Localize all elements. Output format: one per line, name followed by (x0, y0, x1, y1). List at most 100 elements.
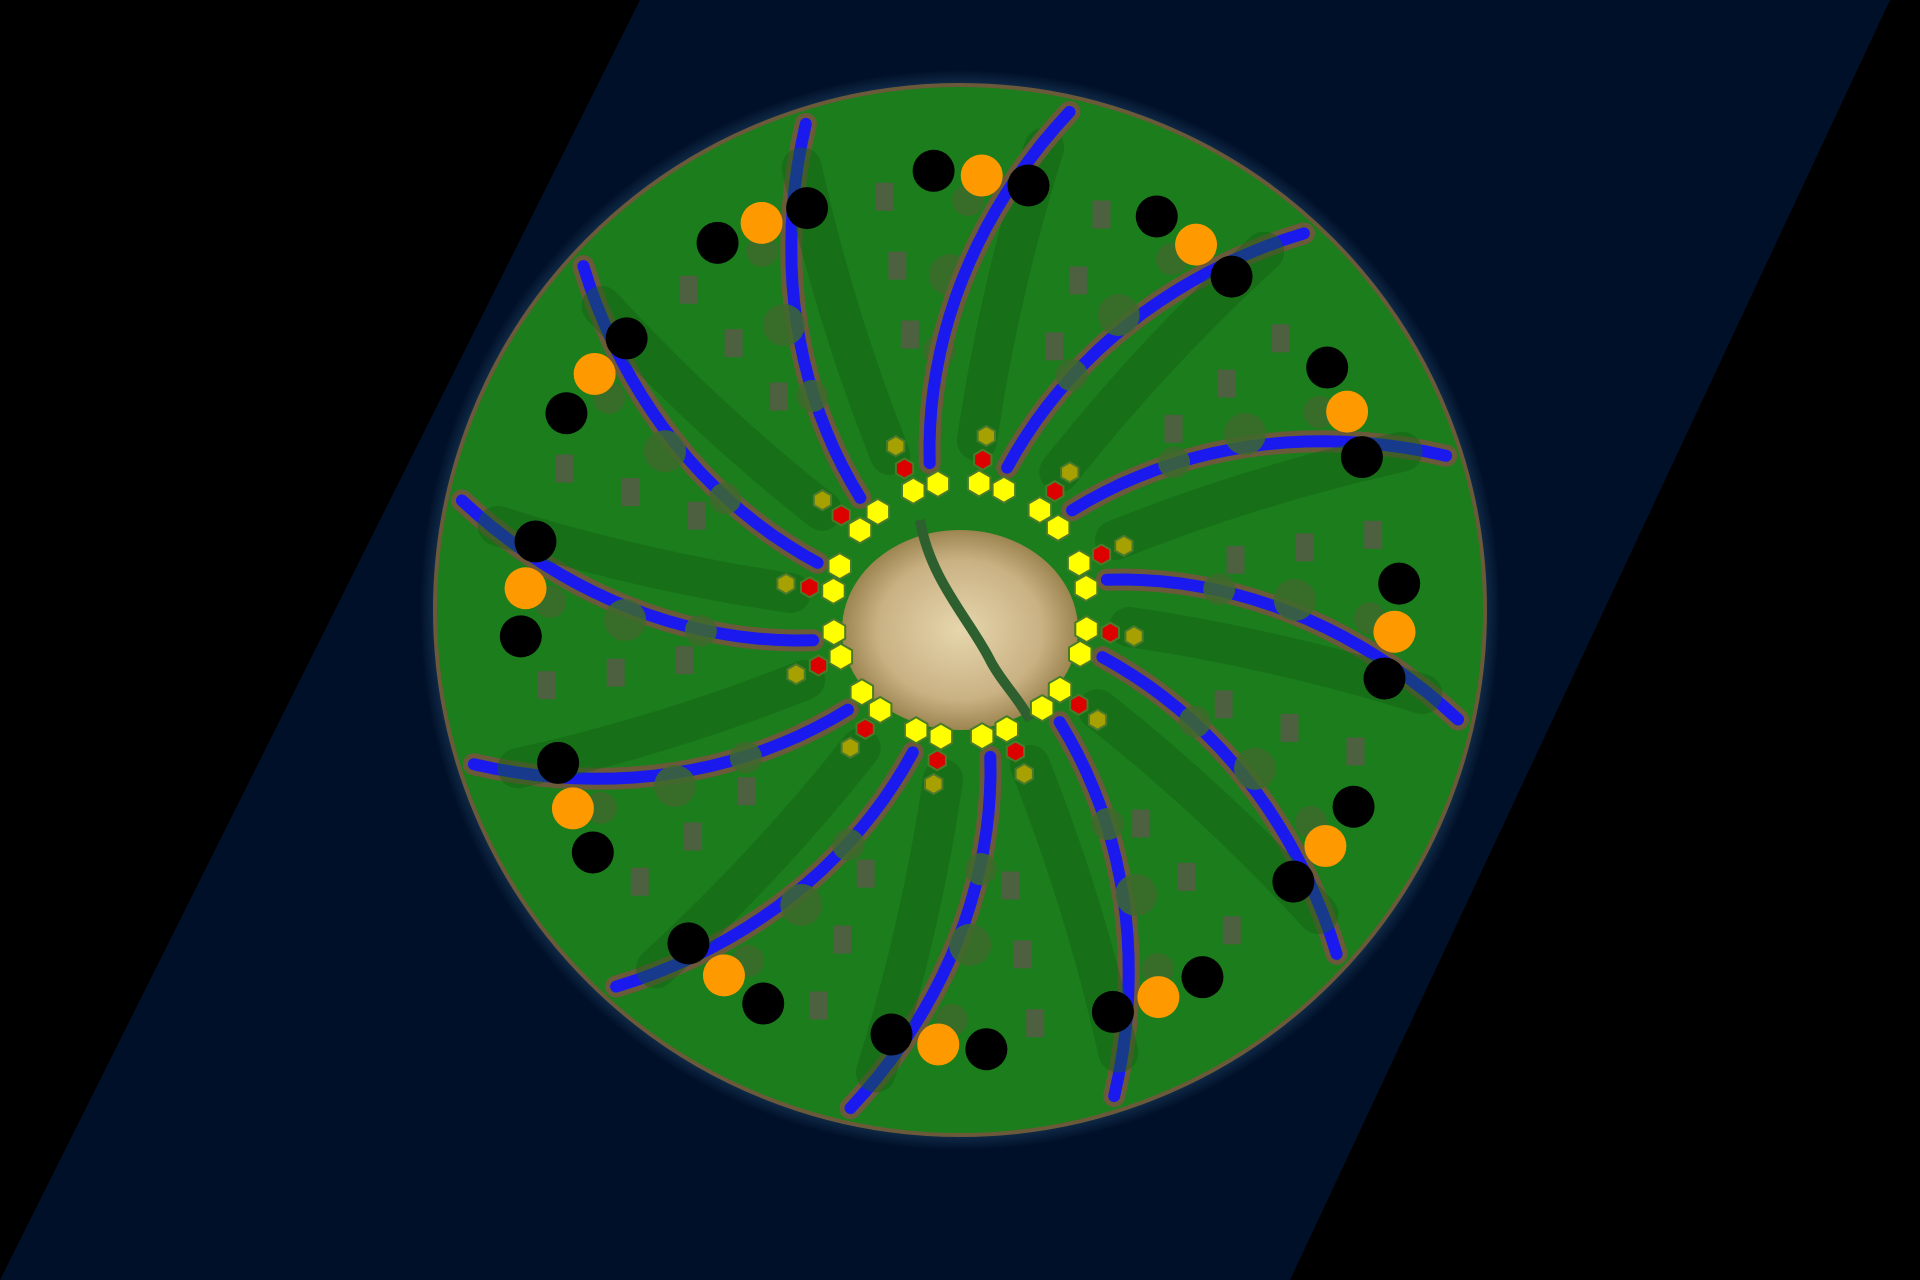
hexagon-marker[interactable] (831, 504, 851, 527)
gold-mine-marker[interactable] (504, 567, 547, 610)
hexagon-marker[interactable] (1087, 708, 1108, 731)
start-base-marker[interactable] (1135, 195, 1178, 238)
gold-mine-marker[interactable] (1304, 825, 1347, 868)
start-base-marker[interactable] (696, 221, 739, 264)
hexagon-marker[interactable] (800, 576, 820, 599)
hexagon-marker[interactable] (886, 434, 906, 458)
hexagon-marker[interactable] (1069, 693, 1089, 716)
gold-mine-marker[interactable] (702, 954, 745, 997)
hexagon-marker[interactable] (855, 717, 875, 740)
hexagon-marker[interactable] (821, 617, 847, 647)
start-base-marker[interactable] (1306, 346, 1349, 389)
start-base-marker[interactable] (1007, 164, 1050, 207)
hexagon-marker[interactable] (927, 749, 947, 772)
forest-clump (762, 304, 805, 347)
hexagon-marker[interactable] (812, 489, 833, 512)
rock-cluster (630, 867, 649, 896)
start-base-marker[interactable] (605, 317, 648, 360)
gold-mine-marker[interactable] (1326, 390, 1369, 433)
start-base-marker[interactable] (742, 982, 785, 1025)
hexagon-marker[interactable] (1068, 639, 1093, 669)
forest-clump (1178, 705, 1211, 738)
gold-mine-marker[interactable] (573, 352, 616, 395)
hexagon-marker[interactable] (1045, 480, 1065, 503)
central-sand-plaza (842, 530, 1078, 730)
start-base-marker[interactable] (537, 741, 580, 784)
hexagon-marker[interactable] (1047, 675, 1073, 704)
rock-cluster (856, 859, 875, 888)
gold-mine-marker[interactable] (917, 1023, 960, 1066)
rock-cluster (1177, 862, 1196, 891)
rock-cluster (1346, 737, 1365, 766)
hexagon-marker[interactable] (976, 424, 996, 448)
hexagon-marker[interactable] (840, 736, 860, 759)
rock-cluster (1222, 916, 1241, 945)
hexagon-marker[interactable] (1066, 549, 1092, 578)
start-base-marker[interactable] (514, 520, 557, 563)
start-base-marker[interactable] (499, 615, 542, 658)
hexagon-marker[interactable] (924, 772, 944, 796)
start-base-marker[interactable] (667, 922, 710, 965)
start-base-marker[interactable] (912, 149, 955, 192)
hexagon-marker[interactable] (925, 469, 951, 499)
hexagon-marker[interactable] (1074, 614, 1099, 644)
start-base-marker[interactable] (1340, 436, 1383, 479)
start-base-marker[interactable] (1210, 255, 1253, 298)
rock-cluster (1226, 545, 1245, 574)
forest-clump (643, 430, 686, 473)
hexagon-marker[interactable] (827, 551, 852, 581)
hexagon-marker[interactable] (865, 497, 891, 527)
hexagon-marker[interactable] (776, 572, 796, 595)
hexagon-marker[interactable] (1114, 534, 1134, 557)
start-base-marker[interactable] (571, 831, 614, 874)
start-base-marker[interactable] (870, 1013, 913, 1056)
gold-mine-marker[interactable] (551, 787, 594, 830)
hexagon-marker[interactable] (1091, 543, 1112, 566)
forest-clump (1234, 747, 1277, 790)
hexagon-marker[interactable] (991, 475, 1017, 504)
hexagon-marker[interactable] (901, 476, 926, 505)
gold-mine-marker[interactable] (1175, 223, 1218, 266)
start-base-marker[interactable] (1378, 562, 1421, 605)
forest-clump (1115, 873, 1158, 916)
start-base-marker[interactable] (1091, 990, 1134, 1033)
hexagon-marker[interactable] (966, 469, 992, 498)
hexagon-marker[interactable] (1029, 693, 1055, 723)
hexagon-marker[interactable] (867, 695, 893, 725)
gold-mine-marker[interactable] (1373, 610, 1416, 653)
start-base-marker[interactable] (1363, 657, 1406, 700)
hexagon-marker[interactable] (828, 642, 854, 671)
rock-cluster (900, 320, 919, 349)
gold-mine-marker[interactable] (740, 201, 783, 244)
hexagon-marker[interactable] (1045, 513, 1071, 542)
start-base-marker[interactable] (965, 1028, 1008, 1071)
gold-mine-marker[interactable] (1137, 976, 1180, 1019)
start-base-marker[interactable] (1332, 785, 1375, 828)
hexagon-marker[interactable] (808, 654, 829, 677)
hexagon-marker[interactable] (1014, 762, 1034, 786)
start-base-marker[interactable] (1181, 956, 1224, 999)
hexagon-marker[interactable] (821, 576, 846, 606)
hexagon-marker[interactable] (849, 678, 875, 707)
hexagon-marker[interactable] (1100, 621, 1120, 644)
hexagon-marker[interactable] (786, 663, 806, 686)
hexagon-marker[interactable] (1005, 740, 1026, 763)
hexagon-marker[interactable] (1060, 461, 1080, 484)
start-base-marker[interactable] (1272, 860, 1315, 903)
hexagon-marker[interactable] (1073, 573, 1099, 603)
forest-clump (964, 853, 997, 886)
hexagon-marker[interactable] (894, 457, 915, 480)
start-base-marker[interactable] (786, 187, 829, 230)
start-base-marker[interactable] (545, 392, 588, 435)
hexagon-marker[interactable] (847, 516, 873, 545)
hexagon-marker[interactable] (973, 448, 993, 471)
gold-mine-marker[interactable] (960, 154, 1003, 197)
hexagon-marker[interactable] (1124, 625, 1144, 648)
hexagon-marker[interactable] (903, 716, 929, 745)
hexagon-marker[interactable] (994, 715, 1019, 744)
hexagon-marker[interactable] (969, 721, 995, 751)
hexagon-marker[interactable] (928, 722, 954, 751)
hexagon-marker[interactable] (1027, 495, 1053, 525)
